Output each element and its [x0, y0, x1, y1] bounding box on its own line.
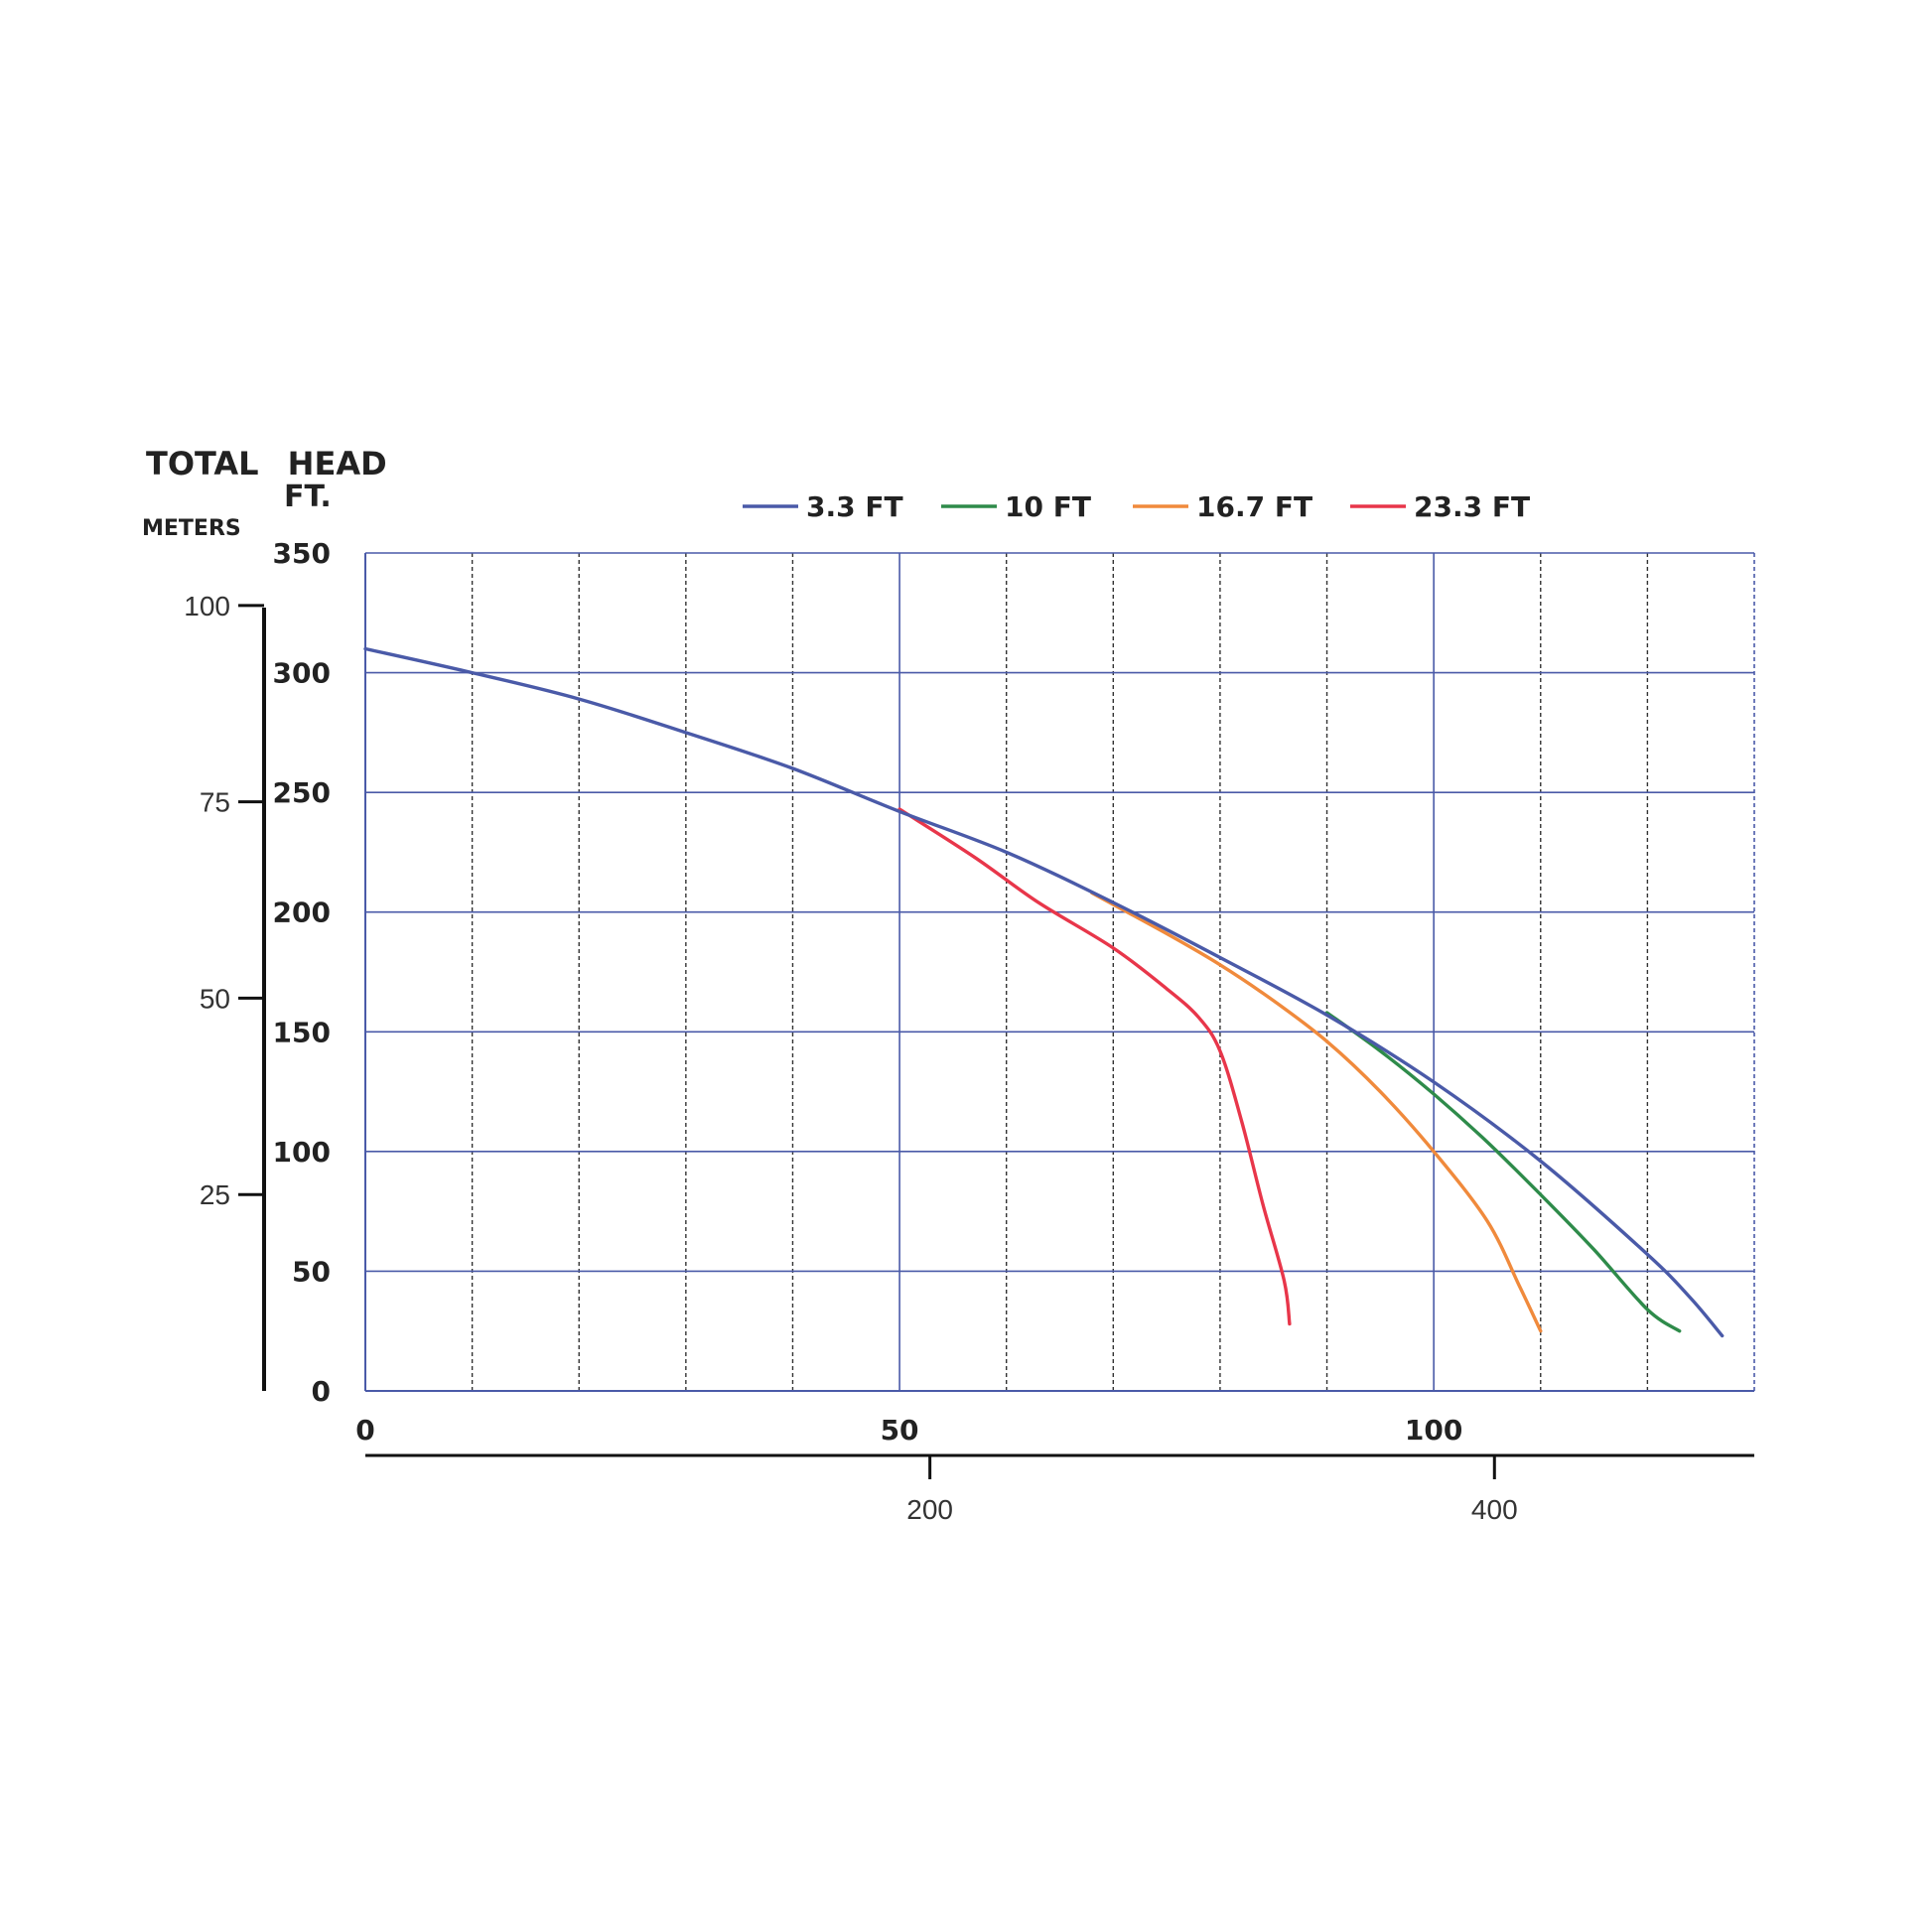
y-axis-unit-ft: FT. [284, 480, 332, 514]
y-axis-unit-m: METERS [142, 516, 241, 541]
x-axis-secondary: 200 400 [365, 1453, 1754, 1525]
y-tick-label-ft: 100 [273, 1136, 331, 1169]
series-group [363, 646, 1725, 1338]
legend-label: 16.7 FT [1196, 490, 1312, 523]
x-ticks: 0 50 100 [355, 1414, 1462, 1447]
y-tick-label-m: 50 [200, 983, 230, 1014]
secondary-x-tick-label: 400 [1471, 1494, 1518, 1525]
y-tick-label-m: 75 [200, 787, 230, 818]
y-tick-label-ft: 200 [273, 897, 331, 929]
legend: 3.3 FT 10 FT 16.7 FT 23.3 FT [743, 490, 1530, 523]
x-tick-label: 100 [1405, 1414, 1462, 1447]
y-tick-label-ft: 350 [273, 537, 331, 570]
grid [365, 552, 1755, 1391]
series-line-10-ft [1324, 1011, 1682, 1333]
y-tick-label-ft: 250 [273, 776, 331, 809]
legend-label: 10 FT [1005, 490, 1091, 523]
secondary-x-tick-label: 200 [906, 1494, 953, 1525]
y-tick-label-m: 100 [184, 591, 230, 621]
y-axis-meters: 25 50 75 100 [184, 591, 266, 1391]
y-tick-label-ft: 0 [312, 1375, 331, 1408]
y-tick-label-m: 25 [200, 1179, 230, 1210]
legend-label: 23.3 FT [1414, 490, 1530, 523]
plot-frame [364, 553, 1754, 1392]
y-tick-label-ft: 50 [292, 1255, 331, 1288]
y-tick-label-ft: 300 [273, 657, 331, 690]
x-tick-label: 50 [881, 1414, 919, 1447]
y-axis-title: TOTAL HEAD [146, 445, 387, 483]
legend-label: 3.3 FT [806, 490, 903, 523]
series-line-23-3-ft [897, 807, 1292, 1326]
x-tick-label: 0 [355, 1414, 374, 1447]
y-tick-label-ft: 150 [273, 1016, 331, 1048]
series-line-3-3-ft [363, 646, 1725, 1338]
y-ticks-ft: 0 50 100 150 200 250 300 350 [273, 537, 331, 1408]
series-line-16-7-ft [1090, 891, 1543, 1333]
